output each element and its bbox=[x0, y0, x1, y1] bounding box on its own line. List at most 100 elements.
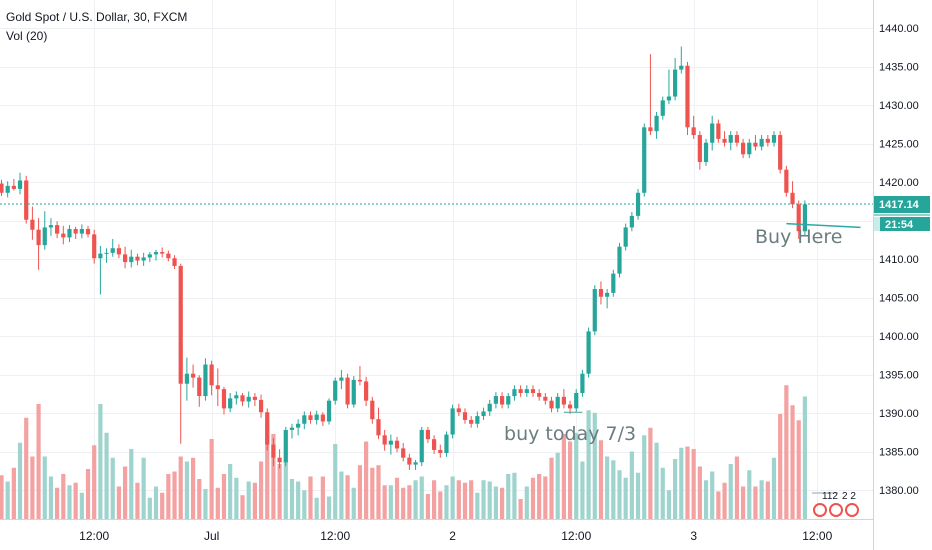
candle bbox=[296, 419, 301, 436]
candle-body bbox=[61, 233, 66, 238]
volume-bar bbox=[605, 456, 610, 519]
candle bbox=[209, 360, 214, 396]
candle-body bbox=[592, 289, 597, 332]
candle bbox=[648, 54, 653, 136]
candle bbox=[252, 392, 257, 407]
volume-bar bbox=[685, 446, 690, 519]
candle-body bbox=[673, 69, 678, 97]
candle-body bbox=[308, 415, 313, 420]
volume-bar bbox=[221, 474, 227, 519]
volume-bar bbox=[394, 477, 400, 519]
candle-body bbox=[567, 404, 573, 409]
symbol-legend[interactable]: Gold Spot / U.S. Dollar, 30, FXCM bbox=[6, 10, 188, 24]
volume-bar bbox=[135, 482, 140, 519]
annotations: buy today 7/3 Buy Here bbox=[504, 226, 842, 445]
candle bbox=[425, 426, 431, 444]
candle-body bbox=[697, 135, 702, 162]
volume-bar bbox=[339, 471, 344, 519]
candle-body bbox=[691, 127, 696, 136]
candle bbox=[203, 358, 208, 401]
candle-body bbox=[747, 142, 752, 155]
time-axis[interactable]: 12:00 Jul 12:00 2 12:00 3 12:00 bbox=[79, 529, 832, 543]
volume-bar bbox=[271, 434, 276, 519]
time-tick-label: Jul bbox=[204, 529, 219, 543]
candle-body bbox=[580, 373, 585, 393]
price-axis[interactable]: 1380.00 1385.00 1390.00 1395.00 1400.00 1405.… bbox=[879, 23, 919, 497]
candle-body bbox=[394, 440, 400, 449]
candle bbox=[240, 392, 245, 407]
candle bbox=[246, 391, 251, 408]
candle bbox=[258, 394, 264, 418]
candle-body bbox=[302, 415, 307, 424]
candle-body bbox=[104, 252, 109, 254]
candle-body bbox=[178, 265, 183, 384]
candle-body bbox=[265, 412, 270, 445]
volume-legend[interactable]: Vol (20) bbox=[6, 29, 48, 43]
candle-body bbox=[549, 400, 554, 409]
volume-bar bbox=[648, 427, 653, 519]
annotation-text-1[interactable]: Buy Here bbox=[755, 226, 842, 248]
volume-bar bbox=[129, 449, 134, 519]
candle-body bbox=[635, 192, 641, 216]
candle-body bbox=[129, 256, 134, 263]
candle bbox=[456, 403, 461, 417]
candle bbox=[802, 200, 807, 236]
volume-bar bbox=[92, 445, 97, 519]
volume-bar bbox=[401, 487, 406, 519]
time-tick-label: 2 bbox=[449, 529, 456, 543]
candle-body bbox=[246, 396, 251, 402]
volume-bar bbox=[623, 477, 628, 519]
volume-bar bbox=[79, 492, 84, 519]
volume-bar bbox=[635, 472, 641, 519]
candle-body bbox=[351, 379, 356, 405]
candle-body bbox=[611, 273, 616, 293]
candle-body bbox=[722, 138, 727, 143]
annotation-text-0[interactable]: buy today 7/3 bbox=[504, 423, 636, 445]
candle-body bbox=[388, 440, 393, 445]
candle bbox=[506, 392, 511, 409]
candle bbox=[104, 248, 109, 263]
candle-body bbox=[623, 227, 628, 247]
candle bbox=[123, 246, 128, 269]
candle-body bbox=[36, 229, 41, 246]
candle bbox=[685, 61, 690, 136]
volume-bar bbox=[110, 457, 115, 519]
buy-line[interactable] bbox=[786, 222, 861, 229]
candle bbox=[308, 411, 313, 424]
candle-body bbox=[277, 457, 282, 463]
volume-bar bbox=[364, 441, 369, 519]
candle-body bbox=[469, 419, 474, 424]
volume-bar bbox=[530, 477, 536, 519]
candle bbox=[561, 389, 566, 409]
candle bbox=[388, 434, 393, 455]
candle bbox=[61, 225, 66, 245]
candle bbox=[784, 165, 789, 197]
candle bbox=[345, 373, 350, 409]
candle bbox=[277, 449, 282, 469]
candle-body bbox=[555, 396, 560, 409]
volume-bar bbox=[345, 475, 350, 519]
candle bbox=[778, 131, 783, 174]
candle bbox=[79, 224, 84, 239]
candle-body bbox=[258, 399, 264, 413]
candle-body bbox=[98, 253, 103, 259]
candle bbox=[160, 247, 165, 258]
candle bbox=[85, 225, 91, 238]
volume-bar bbox=[629, 451, 634, 519]
candle-body bbox=[376, 419, 381, 436]
candle-body bbox=[790, 192, 795, 205]
volume-series bbox=[0, 385, 807, 519]
volume-bar bbox=[333, 444, 338, 519]
candle-body bbox=[92, 234, 97, 259]
volume-bar bbox=[98, 404, 103, 519]
volume-bar bbox=[104, 432, 109, 519]
candle bbox=[333, 377, 338, 405]
candle-body bbox=[333, 380, 338, 401]
candle bbox=[166, 250, 171, 262]
candle-body bbox=[642, 127, 647, 193]
price-tick-label: 1400.00 bbox=[879, 331, 919, 343]
candle-body bbox=[444, 434, 449, 454]
volume-bar bbox=[234, 477, 239, 519]
candle-body bbox=[778, 135, 783, 170]
